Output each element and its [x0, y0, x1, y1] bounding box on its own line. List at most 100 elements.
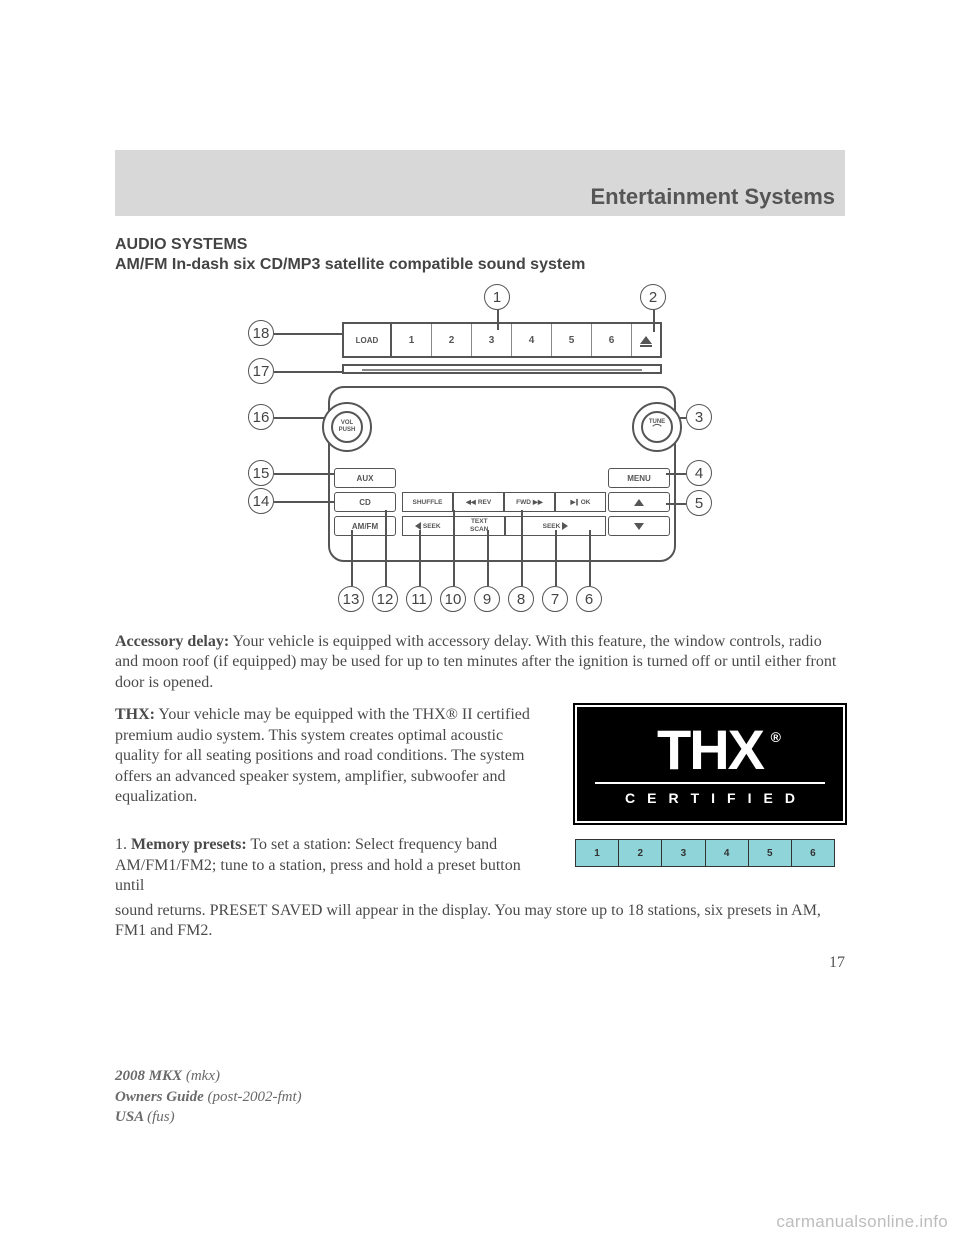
footer-model: 2008 MKX — [115, 1068, 186, 1084]
thx-certified-text: CERTIFIED — [613, 790, 807, 806]
preset-item-number: 1. — [115, 836, 131, 853]
vol-label: VOL — [341, 420, 353, 427]
down-arrow-icon — [634, 523, 644, 530]
seek-label: SEEK — [423, 523, 441, 530]
callout-4: 4 — [686, 460, 712, 486]
eject-button — [632, 324, 660, 356]
thx-logo: THX® — [657, 722, 763, 778]
callout-12: 12 — [372, 586, 398, 612]
preset-btn-5: 5 — [749, 840, 792, 866]
callout-5: 5 — [686, 490, 712, 516]
control-row-2: SEEK TEXT SCAN SEEK — [402, 516, 606, 536]
preset-label: Memory presets: — [131, 836, 247, 853]
callout-11: 11 — [406, 586, 432, 612]
thx-certified-badge: THX® CERTIFIED — [575, 705, 845, 823]
callout-9: 9 — [474, 586, 500, 612]
preset-btn-4: 4 — [706, 840, 749, 866]
up-arrow-icon — [634, 499, 644, 506]
callout-6: 6 — [576, 586, 602, 612]
thx-divider — [595, 782, 825, 784]
preset-btn-2: 2 — [619, 840, 662, 866]
memory-presets-section: 1. Memory presets: To set a station: Sel… — [115, 835, 845, 896]
seek-left-button: SEEK — [402, 516, 454, 536]
accessory-delay-paragraph: Accessory delay: Your vehicle is equippe… — [115, 632, 845, 693]
footer-region-code: (fus) — [147, 1109, 175, 1125]
thx-text: Your vehicle may be equipped with the TH… — [115, 706, 530, 805]
volume-knob-label: VOL PUSH — [331, 411, 363, 443]
callout-17: 17 — [248, 358, 274, 384]
footer-guide: Owners Guide — [115, 1089, 208, 1105]
footer-line-2: Owners Guide (post-2002-fmt) — [115, 1087, 302, 1107]
heading-sound-system: AM/FM In-dash six CD/MP3 satellite compa… — [115, 256, 845, 274]
callout-15: 15 — [248, 460, 274, 486]
shuffle-button: SHUFFLE — [402, 492, 453, 512]
cd-button: CD — [334, 492, 396, 512]
amfm-button: AM/FM — [334, 516, 396, 536]
thx-logo-text: THX — [657, 718, 763, 781]
callout-3: 3 — [686, 404, 712, 430]
callout-10: 10 — [440, 586, 466, 612]
accessory-label: Accessory delay: — [115, 633, 229, 650]
text-label: TEXT — [471, 519, 488, 526]
menu-button: MENU — [608, 468, 670, 488]
section-title: Entertainment Systems — [590, 184, 835, 210]
fwd-button: FWD▶▶ — [504, 492, 555, 512]
right-arrow-icon — [562, 522, 568, 530]
load-button: LOAD — [344, 324, 392, 356]
preset-4: 4 — [512, 324, 552, 356]
seek-label-2: SEEK — [543, 523, 561, 530]
manual-page: Entertainment Systems AUDIO SYSTEMS AM/F… — [0, 0, 960, 972]
preset-btn-1: 1 — [576, 840, 619, 866]
preset-illustration: 1 2 3 4 5 6 — [575, 835, 845, 896]
thx-label: THX: — [115, 706, 155, 723]
ok-button: ▶∥OK — [555, 492, 606, 512]
watermark: carmanualsonline.info — [776, 1212, 948, 1232]
preset-3: 3 — [472, 324, 512, 356]
radio-unit: LOAD 1 2 3 4 5 6 VOL PUSH — [318, 322, 686, 582]
preset-btn-3: 3 — [662, 840, 705, 866]
preset-2: 2 — [432, 324, 472, 356]
preset-continuation-paragraph: sound returns. PRESET SAVED will appear … — [115, 901, 845, 942]
preset-button-strip: 1 2 3 4 5 6 — [575, 839, 835, 867]
volume-knob: VOL PUSH — [322, 402, 372, 452]
memory-presets-paragraph: 1. Memory presets: To set a station: Sel… — [115, 835, 551, 896]
callout-16: 16 — [248, 404, 274, 430]
seek-right-button: SEEK — [505, 516, 606, 536]
callout-7: 7 — [542, 586, 568, 612]
text-scan-button: TEXT SCAN — [454, 516, 506, 536]
thx-section: THX: Your vehicle may be equipped with t… — [115, 705, 845, 823]
preset-row: LOAD 1 2 3 4 5 6 — [342, 322, 662, 358]
control-row-1: SHUFFLE ◀◀REV FWD▶▶ ▶∥OK — [402, 492, 606, 512]
footer-line-3: USA (fus) — [115, 1107, 302, 1127]
preset-6: 6 — [592, 324, 632, 356]
tune-knob: TUNE ⌒ — [632, 402, 682, 452]
callout-14: 14 — [248, 488, 274, 514]
down-arrow-button — [608, 516, 670, 536]
footer: 2008 MKX (mkx) Owners Guide (post-2002-f… — [115, 1066, 302, 1127]
footer-model-code: (mkx) — [186, 1068, 220, 1084]
preset-5: 5 — [552, 324, 592, 356]
aux-button: AUX — [334, 468, 396, 488]
heading-audio-systems: AUDIO SYSTEMS — [115, 236, 845, 254]
main-panel: VOL PUSH TUNE ⌒ AUX CD AM/FM MENU — [328, 386, 676, 562]
scan-label: SCAN — [470, 527, 488, 534]
preset-1: 1 — [392, 324, 432, 356]
left-arrow-icon — [415, 522, 421, 530]
preset-btn-6: 6 — [792, 840, 834, 866]
registered-icon: ® — [771, 730, 779, 744]
footer-region: USA — [115, 1109, 147, 1125]
callout-2: 2 — [640, 284, 666, 310]
up-arrow-button — [608, 492, 670, 512]
rev-label: REV — [478, 499, 491, 506]
eject-icon — [640, 336, 652, 344]
tune-knob-label: TUNE ⌒ — [641, 411, 673, 443]
radio-diagram: 1 2 18 17 16 15 14 3 4 5 13 12 11 10 9 8 — [240, 284, 720, 614]
callout-18: 18 — [248, 320, 274, 346]
callout-8: 8 — [508, 586, 534, 612]
cd-slot — [342, 364, 662, 374]
thx-paragraph: THX: Your vehicle may be equipped with t… — [115, 705, 551, 823]
page-number: 17 — [115, 954, 845, 972]
callout-1: 1 — [484, 284, 510, 310]
fwd-label: FWD — [516, 499, 531, 506]
footer-guide-code: (post-2002-fmt) — [208, 1089, 302, 1105]
